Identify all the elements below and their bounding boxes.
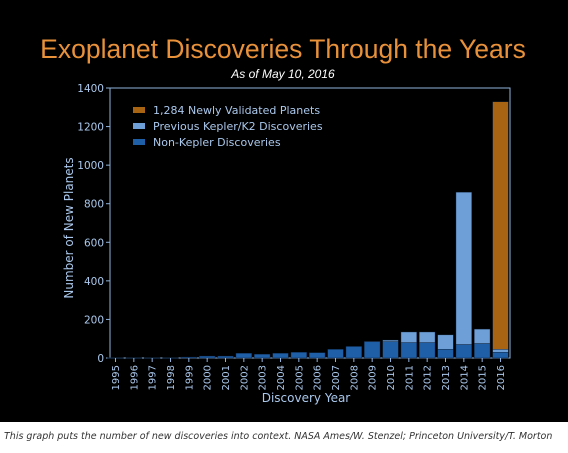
y-axis-label: Number of New Planets	[62, 157, 76, 298]
bar-segment	[437, 334, 454, 350]
y-tick-label: 400	[84, 276, 104, 288]
x-axis-label: Discovery Year	[262, 391, 351, 405]
bar-segment	[254, 353, 271, 359]
chart-figure: Exoplanet Discoveries Through the Years …	[0, 0, 568, 442]
x-tick-label: 2004	[276, 365, 287, 390]
x-tick-label: 1996	[129, 365, 140, 390]
legend-label: Non-Kepler Discoveries	[153, 136, 281, 149]
y-tick-label: 0	[97, 353, 104, 365]
bar-segment	[419, 331, 436, 343]
bar-segment	[364, 341, 381, 359]
x-tick-label: 2010	[386, 365, 397, 390]
bar-segment	[419, 342, 436, 359]
x-tick-label: 1995	[111, 365, 122, 390]
x-tick-label: 2001	[221, 365, 232, 390]
x-tick-label: 1998	[166, 365, 177, 390]
bar-segment	[492, 101, 509, 350]
chart-svg: Exoplanet Discoveries Through the Years …	[40, 34, 526, 405]
y-tick-label: 600	[84, 237, 104, 249]
x-tick-label: 2007	[331, 365, 342, 390]
bar-segment	[272, 352, 289, 359]
bar-segment	[455, 191, 472, 345]
x-tick-label: 2000	[203, 365, 214, 390]
x-tick-label: 1997	[148, 365, 159, 390]
bar-segment	[492, 349, 509, 353]
y-tick-label: 1400	[77, 83, 104, 95]
x-tick-label: 2011	[404, 365, 415, 390]
bar-segment	[217, 355, 234, 359]
x-tick-label: 2006	[313, 365, 324, 390]
bar-segment	[437, 349, 454, 359]
x-tick-label: 1999	[184, 365, 195, 390]
x-tick-label: 2012	[423, 365, 434, 390]
chart-subtitle: As of May 10, 2016	[230, 67, 335, 81]
bar-segment	[199, 355, 216, 359]
bar-segment	[474, 328, 491, 344]
bar-segment	[400, 342, 417, 359]
x-tick-label: 2015	[478, 365, 489, 390]
bar-segment	[180, 356, 197, 359]
bar-segment	[290, 352, 307, 359]
x-tick-label: 2014	[459, 365, 470, 390]
bar-segment	[382, 339, 399, 342]
chart-title: Exoplanet Discoveries Through the Years	[40, 34, 526, 64]
bar-segment	[474, 343, 491, 359]
bar-segment	[382, 341, 399, 359]
bar-segment	[327, 349, 344, 359]
plot-area: 0 200 400 600 800 1000 1200 1400 1995 1996 1997 199…	[77, 83, 511, 390]
y-tick-label: 200	[84, 314, 104, 326]
x-tick-label: 2016	[496, 365, 507, 390]
y-tick-label: 1000	[77, 160, 104, 172]
bar-segment	[364, 341, 381, 343]
x-tick-label: 2009	[368, 365, 379, 390]
x-tick-label: 2008	[349, 365, 360, 390]
y-tick-label: 1200	[77, 122, 104, 134]
figure-caption: This graph puts the number of new discov…	[4, 431, 553, 442]
x-tick-label: 2013	[441, 365, 452, 390]
bar-segment	[455, 344, 472, 359]
bar-segment	[235, 352, 252, 359]
bar-segment	[309, 352, 326, 359]
legend-label: 1,284 Newly Validated Planets	[153, 104, 320, 117]
legend-swatch	[133, 123, 145, 129]
x-tick-label: 2005	[294, 365, 305, 390]
x-tick-label: 2003	[258, 365, 269, 390]
bar-segment	[345, 346, 362, 359]
bar-segment	[492, 352, 509, 359]
y-tick-label: 800	[84, 199, 104, 211]
legend-swatch	[133, 107, 145, 113]
legend-label: Previous Kepler/K2 Discoveries	[153, 120, 323, 133]
legend-swatch	[133, 139, 145, 145]
x-tick-label: 2002	[239, 365, 250, 390]
bar-segment	[400, 331, 417, 343]
